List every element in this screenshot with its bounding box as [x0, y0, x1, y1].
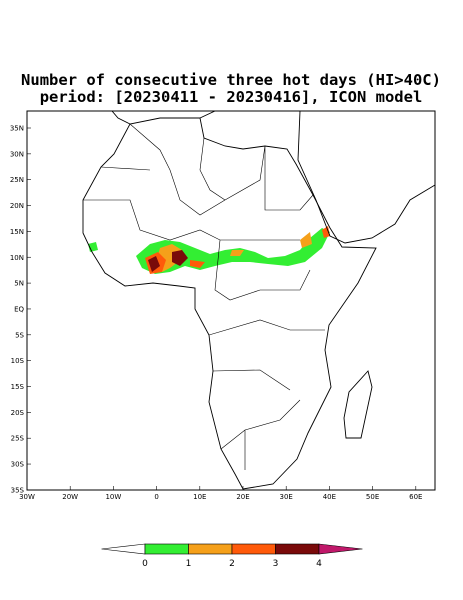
lat-tick-label: 30S — [11, 461, 25, 469]
colorbar-label: 3 — [273, 559, 279, 569]
lat-tick-label: 5S — [15, 331, 24, 339]
lat-tick-label: 25N — [10, 176, 24, 184]
lat-tick-label: 30N — [10, 150, 24, 158]
lat-tick-label: 20N — [10, 202, 24, 210]
lat-tick-label: 10N — [10, 254, 24, 262]
colorbar-label: 1 — [186, 559, 192, 569]
coastline — [343, 370, 373, 439]
lat-tick-label: EQ — [14, 305, 24, 313]
lon-tick-label: 20E — [236, 493, 249, 501]
colorbar-label: 2 — [229, 559, 235, 569]
colorbar-bin — [231, 543, 276, 555]
lon-tick-label: 0 — [154, 493, 158, 501]
colorbar-end — [101, 543, 146, 555]
title-line: period: [20230411 - 20230416], ICON mode… — [40, 88, 423, 106]
lat-tick-label: 15S — [11, 383, 25, 391]
lat-tick-label: 35N — [10, 125, 24, 133]
hot-day-field — [88, 226, 330, 274]
lon-tick-label: 10W — [105, 493, 121, 501]
coastline — [111, 111, 216, 125]
lon-tick-label: 30E — [280, 493, 293, 501]
lat-tick-label: 15N — [10, 228, 24, 236]
border — [83, 123, 325, 470]
colorbar-bin — [275, 543, 320, 555]
colorbar-label: 0 — [142, 559, 148, 569]
title-line: Number of consecutive three hot days (HI… — [21, 71, 441, 89]
colorbar: 0 1 2 3 4 — [101, 543, 363, 569]
lat-tick-label: 10S — [11, 357, 25, 365]
lat-tick-label: 25S — [11, 435, 25, 443]
lat-tick-label: 35S — [11, 486, 25, 494]
coastline — [297, 111, 435, 244]
lon-tick-label: 50E — [366, 493, 379, 501]
map-frame — [26, 110, 436, 491]
map — [26, 110, 436, 491]
colorbar-bin — [188, 543, 233, 555]
colorbar-bin — [144, 543, 189, 555]
lon-tick-label: 40E — [323, 493, 336, 501]
lat-tick-label: 5N — [14, 280, 24, 288]
lon-tick-label: 20W — [62, 493, 78, 501]
lon-tick-label: 10E — [193, 493, 206, 501]
colorbar-label: 4 — [316, 559, 322, 569]
lat-tick-label: 20S — [11, 409, 25, 417]
colorbar-end — [318, 543, 363, 555]
lon-tick-label: 60E — [409, 493, 422, 501]
lon-tick-label: 30W — [19, 493, 35, 501]
coastline — [82, 117, 377, 490]
